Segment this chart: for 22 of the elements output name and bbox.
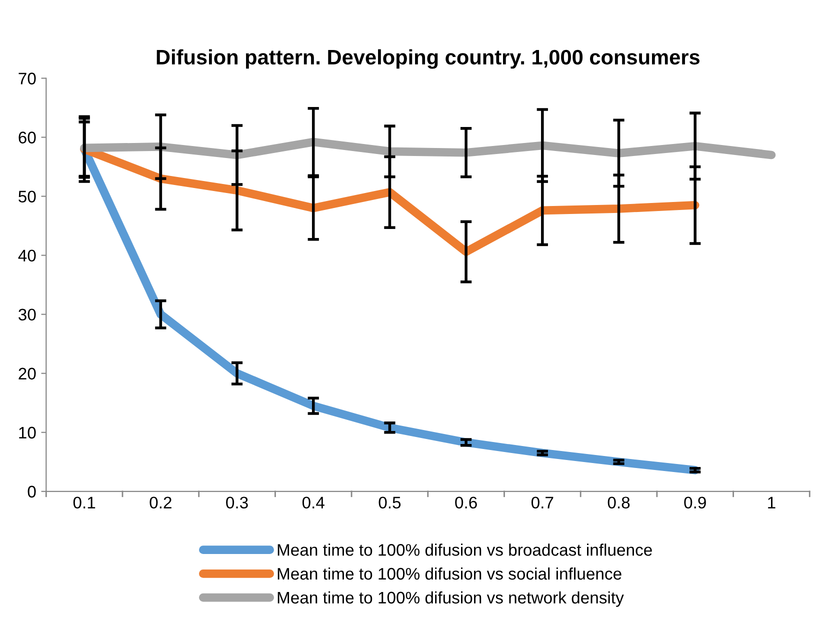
x-tick-label: 0.9: [684, 496, 706, 509]
y-tick-label: 60: [18, 132, 36, 144]
y-tick-label: 70: [18, 72, 36, 84]
x-tick-label: 0.3: [226, 496, 248, 509]
x-tick-label: 0.7: [531, 496, 554, 509]
x-tick-label: 0.2: [150, 496, 172, 509]
x-tick-label: 0.5: [378, 496, 401, 509]
y-tick-label: 40: [18, 250, 36, 262]
y-tick-label: 0: [28, 486, 36, 498]
y-tick-label: 20: [18, 368, 36, 380]
y-tick-label: 50: [18, 190, 36, 202]
x-tick-label: 0.6: [455, 496, 477, 509]
x-tick-label: 1: [768, 496, 776, 508]
x-tick-label: 0.8: [608, 496, 630, 509]
chart-title: Difusion pattern. Developing country. 1,000 consumers: [156, 49, 700, 69]
y-tick-label: 10: [19, 426, 36, 439]
y-tick-label: 30: [18, 308, 36, 321]
legend-label: Mean time to 100% difusion vs broadcast influence: [278, 544, 652, 556]
x-tick-label: 0.4: [302, 496, 324, 509]
legend-label: Mean time to 100% difusion vs network density: [278, 591, 624, 607]
x-tick-label: 0.1: [73, 496, 96, 509]
legend-label: Mean time to 100% difusion vs social influence: [278, 567, 622, 580]
